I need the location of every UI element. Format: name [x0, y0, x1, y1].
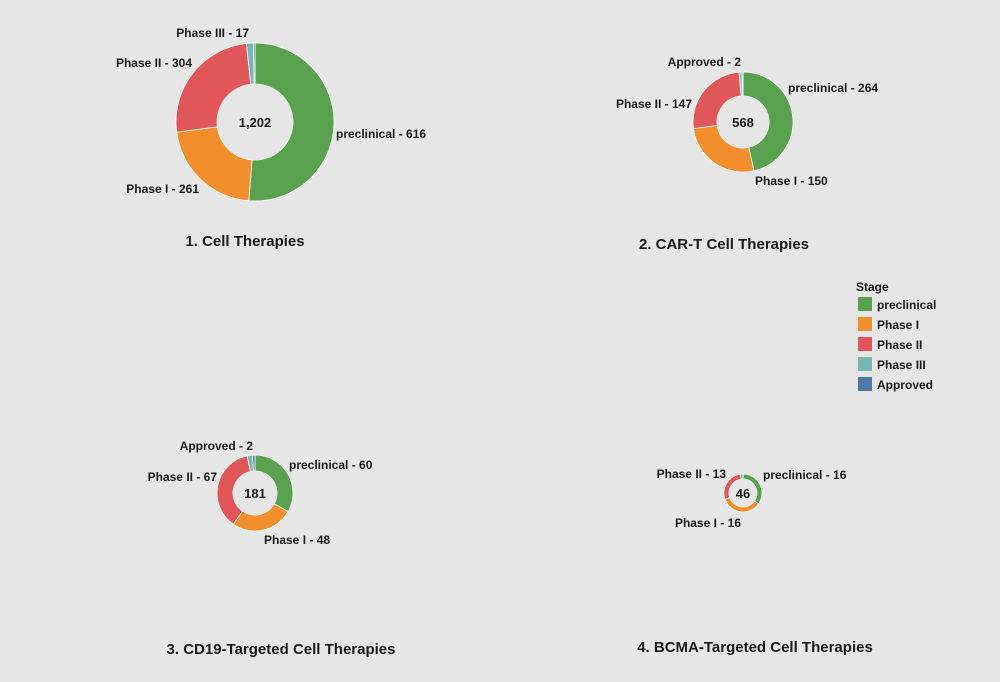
legend-label-approved: Approved — [877, 378, 933, 392]
slice-label-phase-2: Phase II - 147 — [616, 97, 692, 111]
legend-item-phase-2[interactable]: Phase II — [858, 337, 922, 352]
legend-swatch-phase-3 — [858, 357, 872, 371]
legend-label-phase-1: Phase I — [877, 318, 919, 332]
legend-swatch-approved — [858, 377, 872, 391]
donut-hole — [729, 479, 757, 507]
slice-label-phase-1: Phase I - 16 — [675, 516, 741, 530]
total-value: 568 — [732, 115, 754, 130]
donut-chart-car-t-cell-therapies[interactable]: 568 preclinical - 264 Phase I - 150 Phas… — [616, 55, 878, 253]
total-value: 1,202 — [239, 115, 272, 130]
chart-title: 4. BCMA-Targeted Cell Therapies — [637, 639, 873, 656]
slice-label-approved: Approved - 2 — [180, 439, 254, 453]
legend-title: Stage — [856, 280, 889, 294]
donut-chart-cell-therapies[interactable]: 1,202 preclinical - 616 Phase I - 261 Ph… — [116, 26, 426, 250]
slice-label-phase-1: Phase I - 150 — [755, 174, 828, 188]
donut-chart-bcma-targeted[interactable]: 46 preclinical - 16 Phase I - 16 Phase I… — [637, 467, 873, 656]
slice-label-phase-2: Phase II - 304 — [116, 56, 192, 70]
donut-hole — [717, 96, 769, 148]
slice-phase-3[interactable] — [739, 473, 744, 480]
slice-label-preclinical: preclinical - 16 — [763, 468, 847, 482]
legend-swatch-phase-1 — [858, 317, 872, 331]
donut-hole — [233, 471, 277, 515]
stage-legend: Stage preclinical Phase I Phase II Phase… — [856, 280, 936, 392]
slice-label-phase-1: Phase I - 261 — [126, 182, 199, 196]
legend-swatch-phase-2 — [858, 337, 872, 351]
chart-title: 3. CD19-Targeted Cell Therapies — [167, 641, 396, 658]
slice-label-preclinical: preclinical - 264 — [788, 81, 878, 95]
total-value: 181 — [244, 486, 266, 501]
slice-label-phase-2: Phase II - 13 — [657, 467, 727, 481]
slice-label-phase-2: Phase II - 67 — [148, 470, 218, 484]
legend-item-approved[interactable]: Approved — [858, 377, 933, 392]
donut-hole — [217, 84, 293, 160]
slice-label-phase-1: Phase I - 48 — [264, 533, 330, 547]
slice-label-preclinical: preclinical - 616 — [336, 127, 426, 141]
slice-label-phase-3: Phase III - 17 — [176, 26, 249, 40]
legend-label-phase-3: Phase III — [877, 358, 926, 372]
legend-item-phase-1[interactable]: Phase I — [858, 317, 919, 332]
slice-label-approved: Approved - 2 — [668, 55, 742, 69]
slice-label-preclinical: preclinical - 60 — [289, 458, 373, 472]
chart-title: 2. CAR-T Cell Therapies — [639, 236, 809, 253]
total-value: 46 — [736, 486, 750, 501]
legend-label-preclinical: preclinical — [877, 298, 936, 312]
legend-swatch-preclinical — [858, 297, 872, 311]
slice-approved[interactable] — [741, 71, 744, 97]
donut-chart-cd19-targeted[interactable]: 181 preclinical - 60 Phase I - 48 Phase … — [148, 439, 396, 658]
legend-item-phase-3[interactable]: Phase III — [858, 357, 926, 372]
chart-title: 1. Cell Therapies — [185, 233, 304, 250]
legend-label-phase-2: Phase II — [877, 338, 922, 352]
legend-item-preclinical[interactable]: preclinical — [858, 297, 936, 312]
